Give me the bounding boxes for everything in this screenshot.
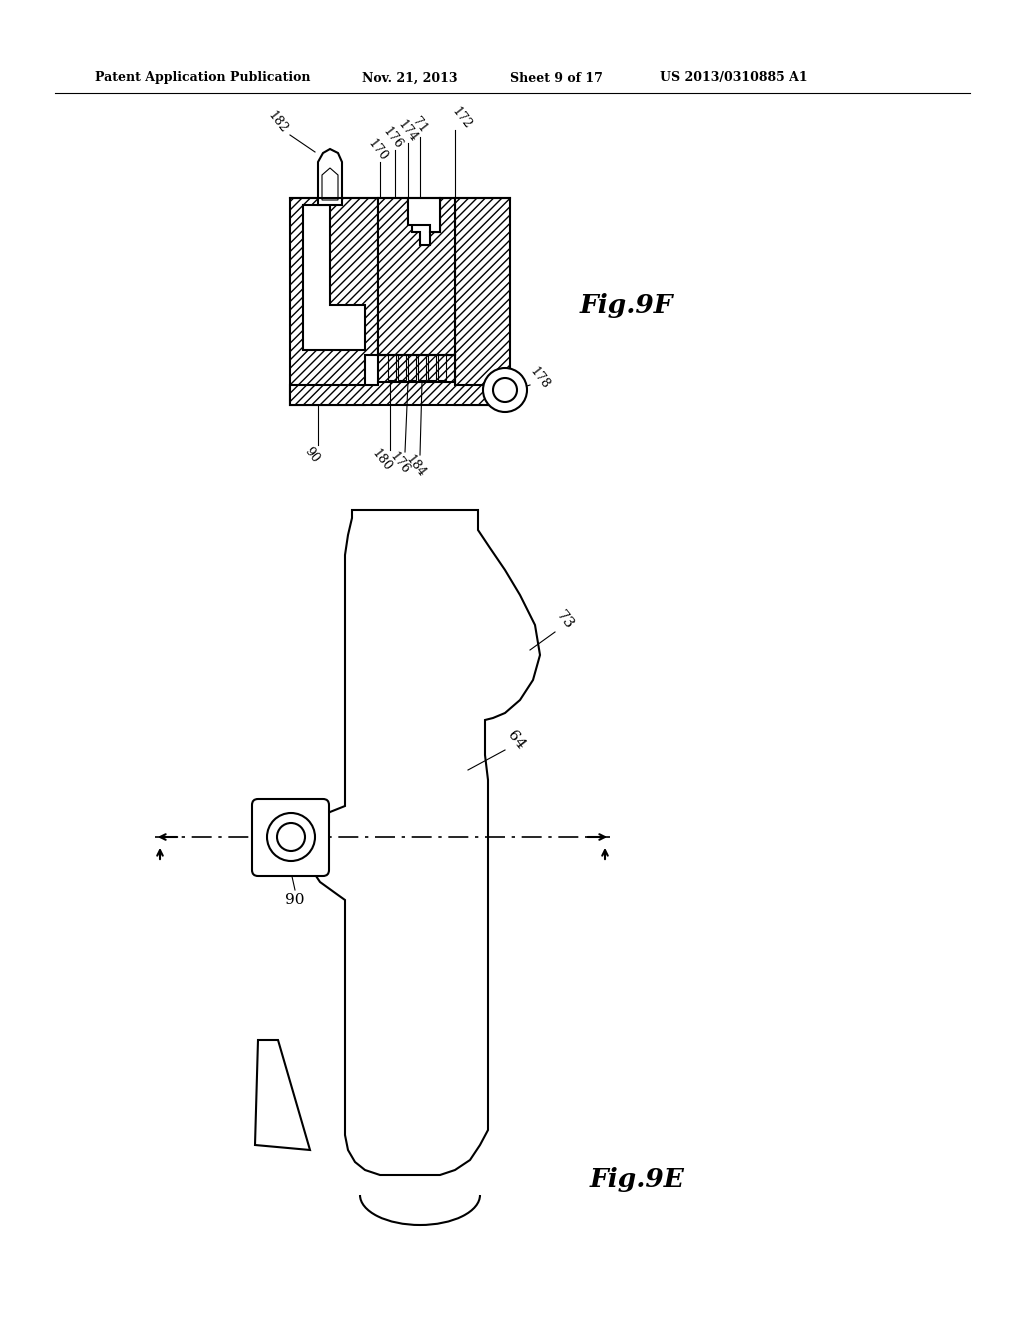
Text: 170: 170 bbox=[366, 136, 390, 164]
Polygon shape bbox=[290, 355, 510, 405]
Circle shape bbox=[278, 822, 305, 851]
Polygon shape bbox=[318, 149, 342, 205]
Text: 90: 90 bbox=[286, 894, 305, 907]
Text: Patent Application Publication: Patent Application Publication bbox=[95, 71, 310, 84]
Text: US 2013/0310885 A1: US 2013/0310885 A1 bbox=[660, 71, 808, 84]
Text: 174: 174 bbox=[395, 117, 421, 144]
Text: 182: 182 bbox=[265, 108, 291, 136]
Text: 71: 71 bbox=[410, 115, 430, 135]
Polygon shape bbox=[378, 198, 455, 355]
Polygon shape bbox=[455, 198, 510, 405]
Polygon shape bbox=[308, 510, 540, 1175]
Text: Fig.9E: Fig.9E bbox=[590, 1167, 685, 1192]
Text: Fig.9F: Fig.9F bbox=[580, 293, 674, 318]
Circle shape bbox=[493, 378, 517, 403]
Text: 73: 73 bbox=[554, 609, 577, 632]
Text: 176: 176 bbox=[381, 124, 406, 152]
Text: 176: 176 bbox=[387, 450, 413, 477]
Polygon shape bbox=[408, 198, 440, 232]
Text: 180: 180 bbox=[370, 446, 394, 474]
Text: Nov. 21, 2013: Nov. 21, 2013 bbox=[362, 71, 458, 84]
Polygon shape bbox=[398, 355, 406, 380]
FancyBboxPatch shape bbox=[252, 799, 329, 876]
Text: 184: 184 bbox=[403, 453, 428, 479]
Circle shape bbox=[267, 813, 315, 861]
Polygon shape bbox=[290, 198, 378, 405]
Text: Sheet 9 of 17: Sheet 9 of 17 bbox=[510, 71, 603, 84]
Polygon shape bbox=[255, 1040, 310, 1150]
Polygon shape bbox=[408, 355, 416, 380]
Polygon shape bbox=[322, 168, 338, 201]
Polygon shape bbox=[438, 355, 446, 380]
Polygon shape bbox=[428, 355, 436, 380]
Text: 172: 172 bbox=[450, 104, 474, 132]
Text: 90: 90 bbox=[302, 445, 322, 465]
Text: 178: 178 bbox=[527, 364, 553, 392]
Circle shape bbox=[483, 368, 527, 412]
Polygon shape bbox=[303, 205, 365, 350]
Polygon shape bbox=[418, 355, 426, 380]
Text: 64: 64 bbox=[505, 729, 527, 752]
Polygon shape bbox=[388, 355, 396, 380]
